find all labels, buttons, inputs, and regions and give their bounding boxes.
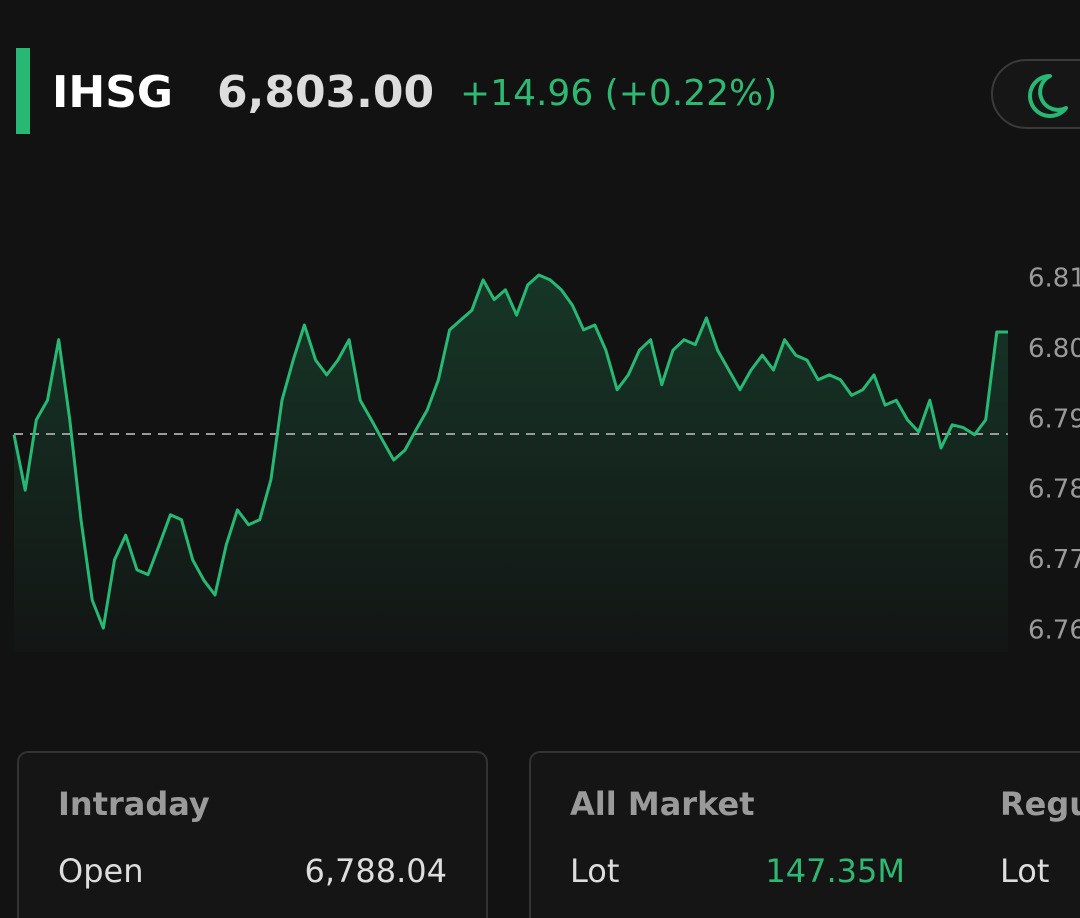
change: +14.96 (+0.22%) — [460, 73, 777, 114]
y-tick-label: 6.78 — [1028, 475, 1080, 505]
card-title: Intraday — [58, 785, 210, 823]
y-tick-label: 6.80 — [1028, 334, 1080, 364]
moon-icon — [1028, 74, 1068, 118]
area — [14, 275, 1008, 652]
card-label: Open — [58, 852, 143, 890]
y-tick-label: 6.77 — [1028, 545, 1080, 575]
card-label: Lot — [570, 852, 619, 890]
chart: 6.81 6.80 6.79 6.78 6.77 6.76 — [12, 264, 1080, 652]
y-tick-label: 6.76 — [1028, 615, 1080, 645]
card-value: 147.35M — [765, 852, 905, 890]
card-title: All Market — [570, 785, 754, 823]
y-tick-label: 6.81 — [1028, 264, 1080, 294]
card-label: Lot — [1000, 852, 1049, 890]
card-value: 6,788.04 — [305, 852, 448, 890]
symbol: IHSG — [52, 67, 173, 118]
accent-bar — [16, 48, 30, 134]
card — [529, 751, 1080, 918]
price: 6,803.00 — [217, 67, 434, 118]
price-line — [12, 273, 1008, 630]
card-title: Regu — [1000, 785, 1080, 823]
card — [17, 751, 488, 918]
theme-toggle[interactable] — [991, 59, 1080, 129]
y-tick-label: 6.79 — [1028, 404, 1080, 434]
